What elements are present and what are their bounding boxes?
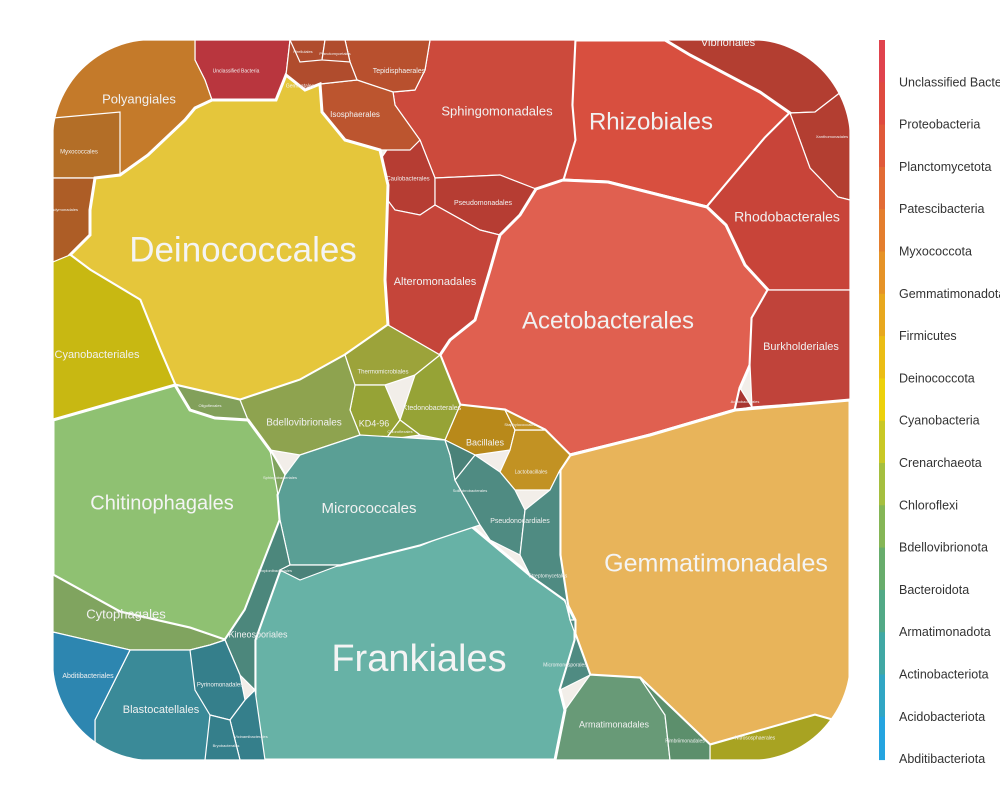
treemap-cell bbox=[443, 438, 476, 482]
legend-label: Crenarchaeota bbox=[899, 456, 982, 470]
treemap-cell-label: Deinococcales bbox=[129, 230, 357, 269]
legend-swatch bbox=[879, 674, 885, 718]
treemap-cell-label: Bacillales bbox=[466, 437, 505, 447]
legend-label: Proteobacteria bbox=[899, 118, 980, 132]
legend-swatch bbox=[879, 82, 885, 126]
treemap-cell-label: Bdellovibrionales bbox=[266, 418, 342, 429]
treemap-cell-label: KD4-96 bbox=[359, 418, 390, 428]
legend-swatch bbox=[879, 463, 885, 507]
treemap-cell-label: Polyangiales bbox=[102, 91, 176, 106]
treemap-cell-label: Vicinamibacterales bbox=[234, 734, 268, 739]
treemap-cell-label: Micromonosporales bbox=[543, 662, 587, 668]
legend-label: Chloroflexi bbox=[899, 498, 958, 512]
treemap-cells bbox=[51, 38, 852, 762]
legend-swatch bbox=[879, 251, 885, 295]
treemap-cell-label: Blastocatellales bbox=[123, 704, 200, 716]
treemap-cell bbox=[559, 619, 591, 692]
treemap-cell-label: Bryobacterales bbox=[213, 743, 240, 748]
treemap-cell-label: Oligoflexales bbox=[199, 403, 222, 408]
treemap-cell bbox=[277, 434, 481, 566]
legend-label: Planctomycetota bbox=[899, 160, 991, 174]
treemap-cell-label: Frankiales bbox=[331, 638, 506, 680]
treemap-cell-label: Pyrinomonadales bbox=[197, 683, 243, 689]
legend-label: Gemmatimonadota bbox=[899, 287, 1000, 301]
legend-swatch bbox=[879, 420, 885, 464]
legend-label: Myxococcota bbox=[899, 244, 972, 258]
treemap-cell bbox=[52, 111, 121, 179]
treemap-cell bbox=[519, 469, 571, 621]
legend-swatch bbox=[879, 166, 885, 211]
treemap-cell-label: Cytophagales bbox=[86, 606, 166, 621]
treemap-cell-label: Lactobacillales bbox=[515, 469, 548, 475]
treemap-cell-label: Isosphaerales bbox=[330, 110, 380, 119]
treemap-cell-label: Kineosporiales bbox=[228, 629, 288, 639]
treemap-cell-label: Abditibacteriales bbox=[62, 673, 114, 680]
treemap-cell-label: Unclassified Bacteria bbox=[213, 68, 260, 74]
legend-swatch bbox=[879, 40, 885, 84]
legend-label: Deinococcota bbox=[899, 371, 975, 385]
legend-swatch bbox=[879, 378, 885, 422]
treemap-cell-label: Xanthomonadales bbox=[816, 134, 848, 139]
treemap-cell-label: Ktedonobacterales bbox=[403, 405, 462, 412]
treemap-cell-label: Pirellulales bbox=[293, 49, 312, 54]
treemap-cell-label: Micrococcales bbox=[321, 500, 416, 517]
treemap-cell-label: Pseudonocardiales bbox=[490, 518, 550, 525]
legend-swatch bbox=[879, 716, 885, 761]
legend-swatch bbox=[879, 632, 885, 676]
treemap-cell-label: Propionibacteriales bbox=[258, 568, 292, 573]
treemap-cell-label: Chloroflexales bbox=[387, 429, 412, 434]
treemap-cell-label: Fimbriimonadales bbox=[665, 738, 705, 744]
treemap-cell bbox=[503, 408, 546, 431]
treemap-cell-label: Chitinophagales bbox=[90, 492, 233, 514]
treemap-cell-label: Gemmatales bbox=[286, 83, 315, 89]
legend-swatch bbox=[879, 547, 885, 591]
treemap-cell-label: Burkholderiales bbox=[763, 341, 839, 353]
legend: Unclassified Bacteria Proteobacteria Planc… bbox=[879, 40, 1000, 766]
treemap-cell-label: Tepidisphaerales bbox=[373, 68, 426, 75]
legend-swatch bbox=[879, 336, 885, 380]
legend-label: Bdellovibrionota bbox=[899, 541, 988, 555]
treemap-cell-label: Sphingomonadales bbox=[441, 103, 553, 118]
treemap-cell-label: Thermomicrobiales bbox=[357, 370, 408, 376]
treemap-cell-label: Rhizobiales bbox=[589, 108, 713, 135]
treemap-cell-label: Cyanobacteriales bbox=[55, 349, 140, 361]
treemap-cell-label: Gemmatimonadales bbox=[604, 550, 828, 578]
treemap-cell-label: Planctomycetales bbox=[319, 51, 350, 56]
legend-label: Bacteroidota bbox=[899, 583, 969, 597]
treemap-cell-label: Myxococcales bbox=[60, 150, 98, 156]
legend-swatch bbox=[879, 209, 885, 253]
treemap-labels: Unclassified BacteriaVibrionalesXanthomo… bbox=[48, 37, 848, 748]
legend-label: Armatimonadota bbox=[899, 625, 991, 639]
legend-label: Acidobacteriota bbox=[899, 710, 985, 724]
treemap-cell-label: Acetobacterales bbox=[731, 399, 760, 404]
legend-swatch bbox=[879, 293, 885, 338]
treemap-cell-label: Caulobacterales bbox=[386, 177, 429, 183]
legend-label: Unclassified Bacteria bbox=[899, 75, 1000, 89]
treemap-cell-label: Sphingobacteriales bbox=[263, 475, 297, 480]
legend-label: Patescibacteria bbox=[899, 202, 985, 216]
legend-swatch bbox=[879, 124, 885, 168]
treemap-cell bbox=[278, 564, 341, 581]
treemap-cell-label: Armatimonadales bbox=[579, 719, 650, 729]
legend-label: Abditibacteriota bbox=[899, 752, 985, 766]
legend-label: Actinobacteriota bbox=[899, 667, 989, 681]
treemap-cell-label: Pseudomonadales bbox=[454, 200, 512, 207]
treemap-cell-label: Solirubrobacterales bbox=[453, 488, 487, 493]
treemap-cell-label: Rhodobacterales bbox=[734, 209, 840, 225]
treemap-cell-label: Acetobacterales bbox=[522, 307, 694, 334]
treemap-cell-label: Staphylococcales bbox=[504, 422, 535, 427]
legend-swatch bbox=[879, 589, 885, 634]
legend-label: Cyanobacteria bbox=[899, 414, 980, 428]
treemap-cell-label: Nitrososphaerales bbox=[735, 735, 776, 741]
legend-swatch bbox=[879, 505, 885, 549]
treemap-cell bbox=[639, 677, 711, 761]
legend-label: Firmicutes bbox=[899, 329, 957, 343]
treemap-cell-label: Alteromonadales bbox=[394, 276, 477, 288]
treemap-cell-label: Bradymonadales bbox=[48, 207, 78, 212]
treemap-cell-label: Streptomycetales bbox=[529, 573, 568, 579]
